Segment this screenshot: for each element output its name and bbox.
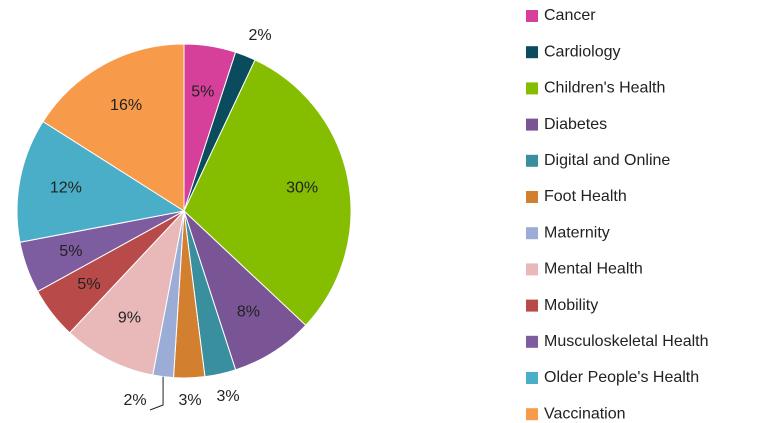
data-label: 8% bbox=[237, 304, 260, 321]
legend-label: Children's Health bbox=[544, 80, 665, 97]
legend-label: Older People's Health bbox=[544, 369, 699, 386]
legend-label: Cardiology bbox=[544, 43, 620, 60]
legend-swatch bbox=[526, 191, 538, 203]
data-label: 2% bbox=[123, 392, 146, 409]
data-label: 5% bbox=[191, 83, 214, 100]
data-label: 3% bbox=[178, 392, 201, 409]
leader-line bbox=[149, 376, 164, 411]
legend-swatch bbox=[526, 263, 538, 276]
legend-swatch bbox=[526, 154, 538, 167]
legend-swatch bbox=[526, 82, 538, 95]
legend-swatch bbox=[526, 335, 538, 348]
pie-slice bbox=[68, 209, 185, 376]
legend-label: Vaccination bbox=[544, 405, 626, 422]
legend-label: Digital and Online bbox=[544, 152, 670, 169]
data-label: 5% bbox=[77, 276, 100, 293]
legend-swatch bbox=[526, 372, 538, 384]
legend-label: Mental Health bbox=[544, 261, 643, 278]
legend-label: Foot Health bbox=[544, 188, 627, 205]
legend-swatch bbox=[526, 299, 538, 312]
legend-swatch bbox=[526, 10, 538, 22]
data-label: 12% bbox=[50, 180, 82, 197]
data-label: 16% bbox=[110, 97, 142, 114]
legend-label: Diabetes bbox=[544, 116, 607, 133]
data-label: 30% bbox=[286, 180, 318, 197]
legend-swatch bbox=[526, 227, 538, 240]
legend-label: Maternity bbox=[544, 224, 610, 241]
legend-swatch bbox=[526, 118, 538, 131]
data-label: 5% bbox=[59, 243, 82, 260]
data-label: 3% bbox=[216, 388, 239, 405]
legend-label: Mobility bbox=[544, 297, 598, 314]
legend-label: Musculoskeletal Health bbox=[544, 333, 709, 350]
legend-swatch bbox=[526, 408, 538, 421]
data-label: 9% bbox=[118, 309, 141, 326]
data-label: 2% bbox=[248, 27, 271, 44]
pie-slice bbox=[183, 59, 352, 327]
pie-slice bbox=[16, 120, 186, 243]
legend-label: Cancer bbox=[544, 7, 596, 24]
legend-swatch bbox=[526, 46, 538, 59]
pie-slice bbox=[42, 43, 185, 212]
